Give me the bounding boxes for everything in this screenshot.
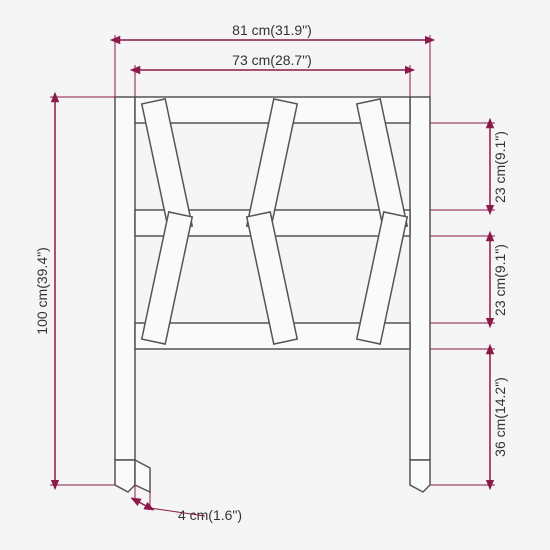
dim-top-inner: 73 cm(28.7") [135,52,410,97]
dim-top-inner-label: 73 cm(28.7") [232,52,312,68]
product-headboard [115,97,430,492]
dim-left-total: 100 cm(39.4") [34,97,115,485]
dimension-diagram: 81 cm(31.9") 73 cm(28.7") 100 cm(39.4") … [0,0,550,550]
dim-right-bottom: 36 cm(14.2") [430,349,508,485]
dim-right-top-label: 23 cm(9.1") [492,131,508,203]
dim-right-mid-label: 23 cm(9.1") [492,244,508,316]
dim-top-outer-label: 81 cm(31.9") [232,22,312,38]
dim-right-bottom-label: 36 cm(14.2") [492,377,508,457]
dim-left-total-label: 100 cm(39.4") [34,247,50,334]
dim-right-mid: 23 cm(9.1") [430,236,508,323]
dim-right-top: 23 cm(9.1") [430,123,508,210]
dim-depth: 4 cm(1.6") [135,485,242,523]
dim-depth-label: 4 cm(1.6") [178,507,242,523]
